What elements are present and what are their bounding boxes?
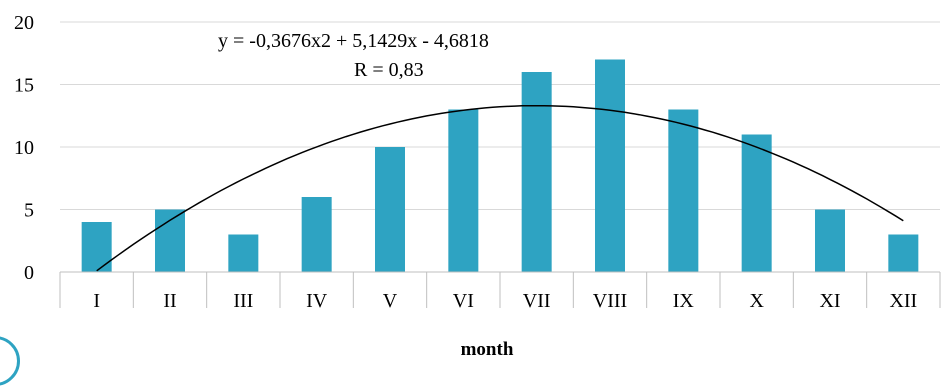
x-tick-label: VIII (593, 290, 627, 312)
x-tick-label: VII (523, 290, 551, 312)
bar-VII (521, 72, 552, 272)
x-tick-label: II (163, 290, 176, 312)
bar-XII (888, 234, 919, 272)
x-tick-label: IV (306, 290, 328, 312)
bar-I (81, 222, 112, 272)
x-tick-label: XI (819, 290, 840, 312)
x-tick-label: X (749, 290, 764, 312)
y-tick-label: 20 (14, 12, 34, 34)
y-tick-label: 0 (24, 262, 34, 284)
x-axis (59, 271, 941, 308)
bar-X (741, 134, 772, 272)
x-tick-label: XII (889, 290, 917, 312)
bar-III (228, 234, 259, 272)
bar-V (375, 147, 405, 272)
bar-XI (815, 209, 845, 272)
trendline-r-value: R = 0,83 (354, 59, 424, 81)
bar-IV (301, 197, 332, 272)
gridlines (60, 21, 940, 210)
y-tick-label: 10 (14, 137, 34, 159)
trendline (96, 104, 904, 272)
x-tick-label: III (233, 290, 253, 312)
y-axis-tick-labels: 0 5 10 15 20 (14, 12, 34, 284)
x-axis-title: month (461, 339, 514, 356)
bar-II (155, 209, 185, 272)
bar-IX (668, 109, 699, 272)
x-tick-label: IX (673, 290, 695, 312)
bars (81, 59, 919, 272)
trendline-equation: y = -0,3676x2 + 5,1429x - 4,6818 (218, 30, 489, 52)
x-tick-label: V (383, 290, 398, 312)
x-tick-label: VI (453, 290, 474, 312)
x-tick-label: I (93, 290, 100, 312)
y-tick-label: 15 (14, 75, 34, 97)
y-tick-label: 5 (24, 200, 34, 222)
x-axis-tick-labels: I II III IV V VI VII VIII IX X XI XII (93, 290, 917, 312)
bar-VI (448, 109, 479, 272)
bar-VIII (595, 59, 625, 272)
